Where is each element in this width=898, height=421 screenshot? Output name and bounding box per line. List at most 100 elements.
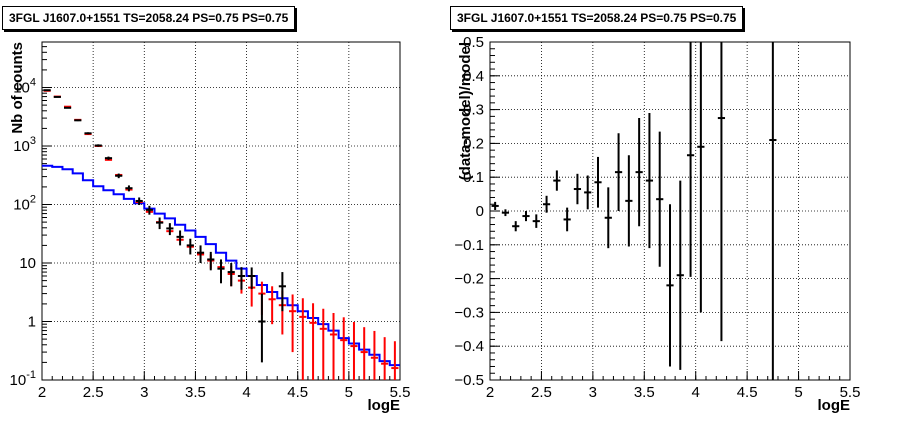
residual-point [635, 118, 643, 227]
data-point [53, 95, 61, 98]
data-point [196, 245, 205, 264]
data-point [104, 156, 113, 160]
y-tick-label: 0.2 [463, 135, 484, 152]
plot-frame [41, 41, 401, 381]
data-point [217, 259, 225, 284]
y-tick-label: 10 [19, 255, 36, 272]
y-tick-label: 103 [13, 135, 36, 155]
data-point [258, 293, 266, 363]
residual-point [594, 156, 602, 208]
data-point [278, 272, 286, 312]
residual-point [512, 221, 520, 232]
x-tick-label: 3 [589, 384, 597, 401]
red-model-point [319, 308, 327, 380]
x-tick-label: 5 [794, 384, 802, 401]
counts-plot: 2 2.5 3 3.5 4 4.5 5 5.5 10-1 1 10 102 103 104 logE Nb o… [9, 41, 411, 414]
residuals-plot: 2 2.5 3 3.5 4 4.5 5 5.5 −0.5 −0.4 −0.3 −0.2 −0.1 0 0.1… [454, 34, 860, 414]
data-point [248, 267, 256, 289]
residual-point [501, 209, 510, 217]
data-point [186, 238, 194, 255]
y-axis-label: Nb of counts [9, 42, 26, 134]
data-point [115, 173, 123, 179]
x-tick-label: 5 [345, 384, 353, 401]
residual-point [625, 155, 633, 247]
residual-point [553, 170, 561, 191]
data-point [125, 185, 133, 192]
x-tick-label: 3.5 [185, 384, 206, 401]
data-point [207, 251, 215, 271]
x-tick-label: 3 [140, 384, 148, 401]
x-tick-label: 2.5 [83, 384, 104, 401]
data-point [84, 132, 92, 135]
right-plot-title: 3FGL J1607.0+1551 TS=2058.24 PS=0.75 PS=… [450, 6, 744, 30]
red-model-point [268, 286, 276, 325]
y-tick-label: −0.5 [454, 372, 484, 389]
data-point [94, 144, 102, 147]
data-point [227, 263, 235, 287]
model-histogram [42, 164, 400, 367]
data-point [43, 89, 51, 92]
residual-point [656, 131, 664, 267]
data-point [145, 205, 153, 215]
data-point [74, 119, 82, 122]
y-tick-label: 0 [476, 203, 484, 220]
x-tick-label: 4.5 [287, 384, 308, 401]
x-tick-label: 5.5 [840, 384, 861, 401]
data-point [156, 217, 164, 230]
x-tick-label: 4.5 [737, 384, 758, 401]
y-tick-label: 0.3 [463, 102, 484, 119]
red-model-point [360, 327, 368, 380]
y-tick-label: 1 [28, 314, 36, 331]
y-tick-label: −0.1 [454, 237, 484, 254]
y-tick-label: −0.2 [454, 271, 484, 288]
y-tick-label: 0.1 [463, 169, 484, 186]
residual-point [491, 201, 499, 210]
x-tick-label: 5.5 [390, 384, 411, 401]
residual-point [686, 42, 695, 277]
red-model-point [350, 322, 358, 380]
x-tick-label: 2.5 [531, 384, 552, 401]
y-tick-label: 10-1 [10, 369, 36, 389]
residual-point [717, 42, 726, 342]
left-plot-title: 3FGL J1607.0+1551 TS=2058.24 PS=0.75 PS=… [2, 6, 296, 30]
x-tick-label: 2 [38, 384, 46, 401]
red-model-point [381, 337, 389, 380]
x-axis-label: logE [818, 397, 851, 414]
x-tick-label: 4 [692, 384, 700, 401]
red-model-point [289, 294, 297, 353]
data-point [237, 267, 246, 290]
residual-point [614, 133, 623, 211]
residual-point [573, 173, 582, 205]
x-tick-label: 2 [486, 384, 494, 401]
residual-point [563, 207, 571, 232]
data-point [135, 197, 143, 206]
residual-point [604, 187, 612, 249]
plot-frame [489, 41, 851, 381]
y-tick-label: 102 [13, 194, 36, 214]
x-tick-label: 3.5 [634, 384, 655, 401]
residual-point [697, 42, 705, 313]
residual-point [645, 112, 654, 249]
y-tick-label: 0.4 [463, 68, 484, 85]
red-model-point [391, 341, 399, 380]
plot-area [42, 42, 400, 380]
red-model-point [340, 317, 348, 380]
residual-point [532, 214, 540, 228]
residual-point [542, 195, 551, 213]
y-tick-label: −0.3 [454, 304, 484, 321]
red-model-point [309, 303, 317, 380]
y-tick-label: 0.5 [463, 34, 484, 51]
x-tick-label: 4 [242, 384, 250, 401]
y-tick-label: −0.4 [454, 338, 484, 355]
residual-point [676, 180, 684, 370]
data-point [166, 223, 174, 236]
residual-point [522, 211, 530, 222]
red-model-point [370, 330, 379, 380]
residual-point [769, 42, 777, 380]
y-axis-label: (data-model)/model [457, 42, 474, 180]
data-point [63, 106, 72, 109]
residual-point [584, 175, 592, 210]
x-axis-label: logE [368, 397, 401, 414]
red-model-point [329, 312, 338, 380]
